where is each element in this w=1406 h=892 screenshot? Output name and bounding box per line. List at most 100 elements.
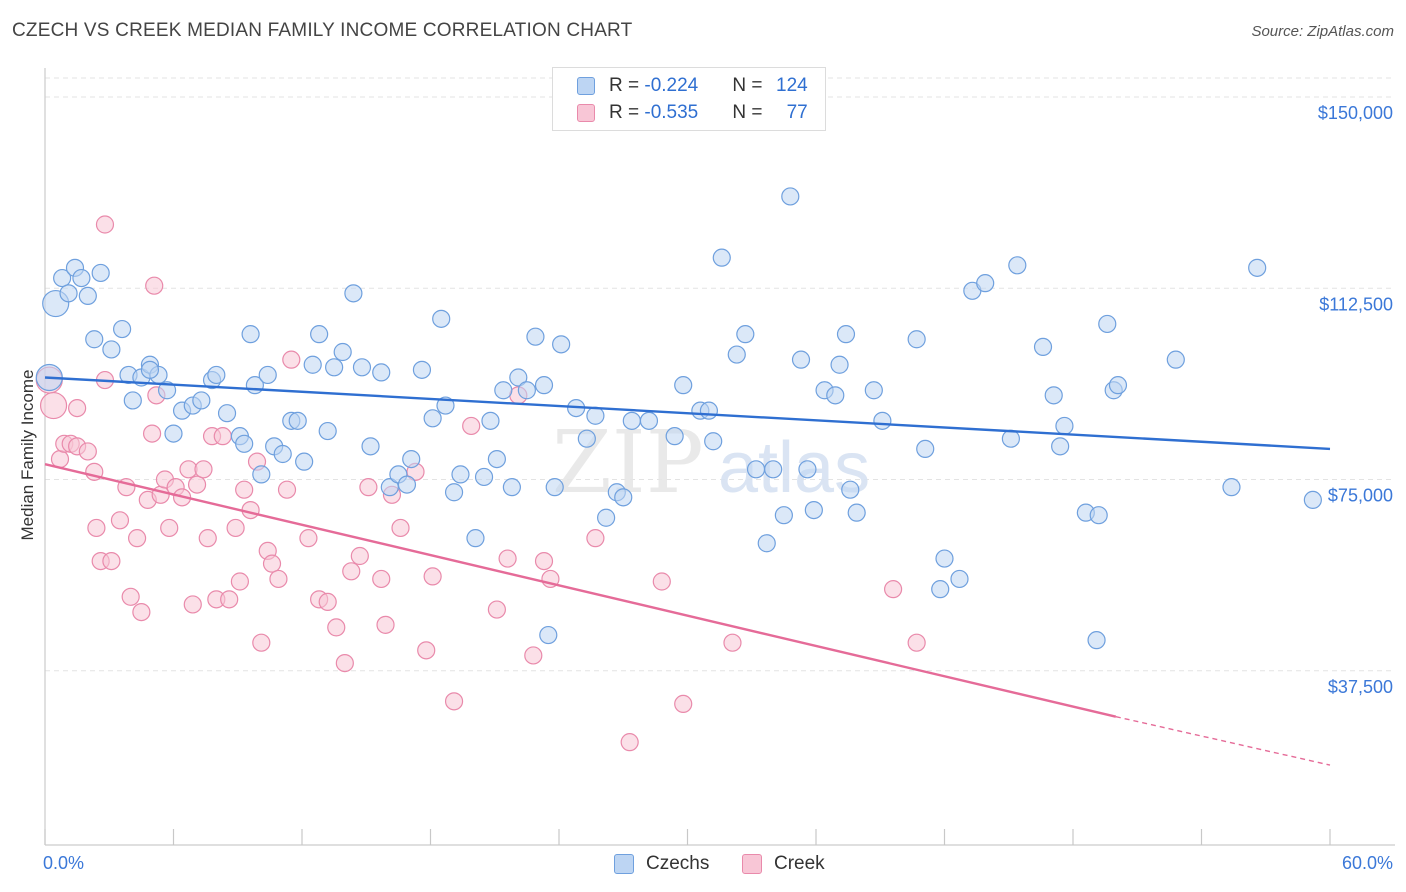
czech-point [1248, 258, 1267, 277]
creek-point [87, 518, 106, 538]
creek-point [160, 518, 179, 538]
creek-point [252, 633, 271, 652]
czech-point [597, 508, 616, 527]
czech-point [423, 409, 442, 428]
czech-point [207, 365, 226, 385]
czech-point [494, 381, 513, 400]
czech-point [736, 325, 755, 344]
czech-point [91, 263, 110, 283]
bottom-legend-czechs: Czechs [614, 852, 709, 876]
czech-point [1098, 314, 1117, 334]
creek-point [68, 399, 87, 418]
czech-point [325, 358, 344, 377]
creek-point [423, 567, 442, 586]
chart-title: CZECH VS CREEK MEDIAN FAMILY INCOME CORR… [12, 20, 633, 41]
czech-point [509, 368, 528, 387]
czech-point [502, 478, 521, 497]
czech-point [295, 452, 314, 471]
y-tick-label: $75,000 [1328, 486, 1393, 506]
creek-point [327, 618, 346, 637]
axes [44, 68, 1395, 846]
czech-point [712, 248, 731, 267]
creek-point [110, 511, 130, 530]
czech-point [164, 424, 183, 443]
legend-swatch-creek [577, 104, 595, 122]
legend-czech-r-label: R = [609, 75, 645, 96]
czech-point [333, 342, 352, 362]
y-tick-label: $112,500 [1319, 294, 1393, 314]
creek-point [226, 518, 245, 538]
czech-point [545, 478, 564, 497]
bottom-legend-swatch-czechs [614, 854, 634, 874]
czech-point [674, 376, 693, 395]
czech-point [444, 483, 464, 502]
czech-point [757, 534, 776, 553]
creek-point [235, 480, 254, 499]
trend-lines [44, 376, 1331, 766]
czech-point [1033, 337, 1053, 356]
czech-point [704, 432, 723, 451]
creek-point [132, 602, 151, 622]
czech-point [586, 406, 605, 425]
czech-point [864, 381, 883, 400]
czech-point [841, 480, 860, 499]
creek-point [95, 215, 115, 234]
czech-point [310, 325, 329, 344]
czech-point [916, 439, 935, 458]
czech-point [344, 284, 363, 303]
czech-point [577, 429, 596, 448]
czech-point [552, 335, 571, 354]
creek-point [213, 427, 232, 446]
creek-point [620, 733, 639, 752]
creek-trend-extension [1115, 715, 1331, 766]
creek-point [487, 600, 506, 619]
creek-point [372, 569, 391, 589]
czech-point [318, 421, 337, 441]
czech-point [791, 350, 811, 369]
correlation-legend: R = -0.224 N = 124 R = -0.535 N = 77 [552, 67, 826, 131]
czech-point [487, 450, 506, 469]
creek-point [187, 475, 207, 494]
czech-point [432, 309, 451, 328]
creek-point [194, 460, 213, 479]
czech-point [539, 625, 558, 645]
czech-point [976, 274, 995, 293]
czech-point [1222, 478, 1241, 497]
bottom-legend-swatch-creek [742, 854, 762, 874]
creek-point [376, 615, 395, 634]
czech-point [252, 465, 271, 484]
czech-point [746, 460, 766, 479]
czech-point [517, 381, 536, 400]
czech-point [372, 363, 391, 382]
czech-point [217, 404, 237, 423]
czech-point [352, 358, 372, 377]
czech-trend-line [44, 376, 1331, 451]
czech-series [35, 187, 1322, 650]
czech-point [1303, 490, 1322, 509]
creek-point [277, 480, 297, 499]
czech-point [53, 268, 72, 288]
legend-row-czech: R = -0.224 N = 124 [577, 74, 808, 98]
czech-point [1008, 256, 1027, 275]
creek-point [299, 529, 318, 548]
creek-point [883, 580, 903, 599]
czech-point [402, 450, 421, 469]
legend-czech-n-label: N = [732, 75, 768, 96]
czech-point [526, 327, 545, 346]
creek-point [145, 276, 164, 295]
creek-point [534, 551, 554, 571]
czech-point [826, 386, 845, 405]
creek-point [262, 554, 282, 573]
legend-swatch-czech [577, 77, 595, 95]
czech-point [873, 411, 892, 430]
czech-point [764, 460, 783, 479]
creek-point [417, 641, 436, 660]
czech-point [534, 376, 554, 395]
axis-labels: $37,500 $75,000 $112,500 $150,000 0.0% 60.0% M… [18, 103, 1393, 873]
czech-point [699, 401, 719, 420]
czech-point [102, 340, 121, 359]
creek-point [391, 518, 410, 538]
x-tick-label-right: 60.0% [1342, 853, 1393, 873]
creek-point [462, 416, 481, 436]
czech-point [1001, 429, 1020, 448]
